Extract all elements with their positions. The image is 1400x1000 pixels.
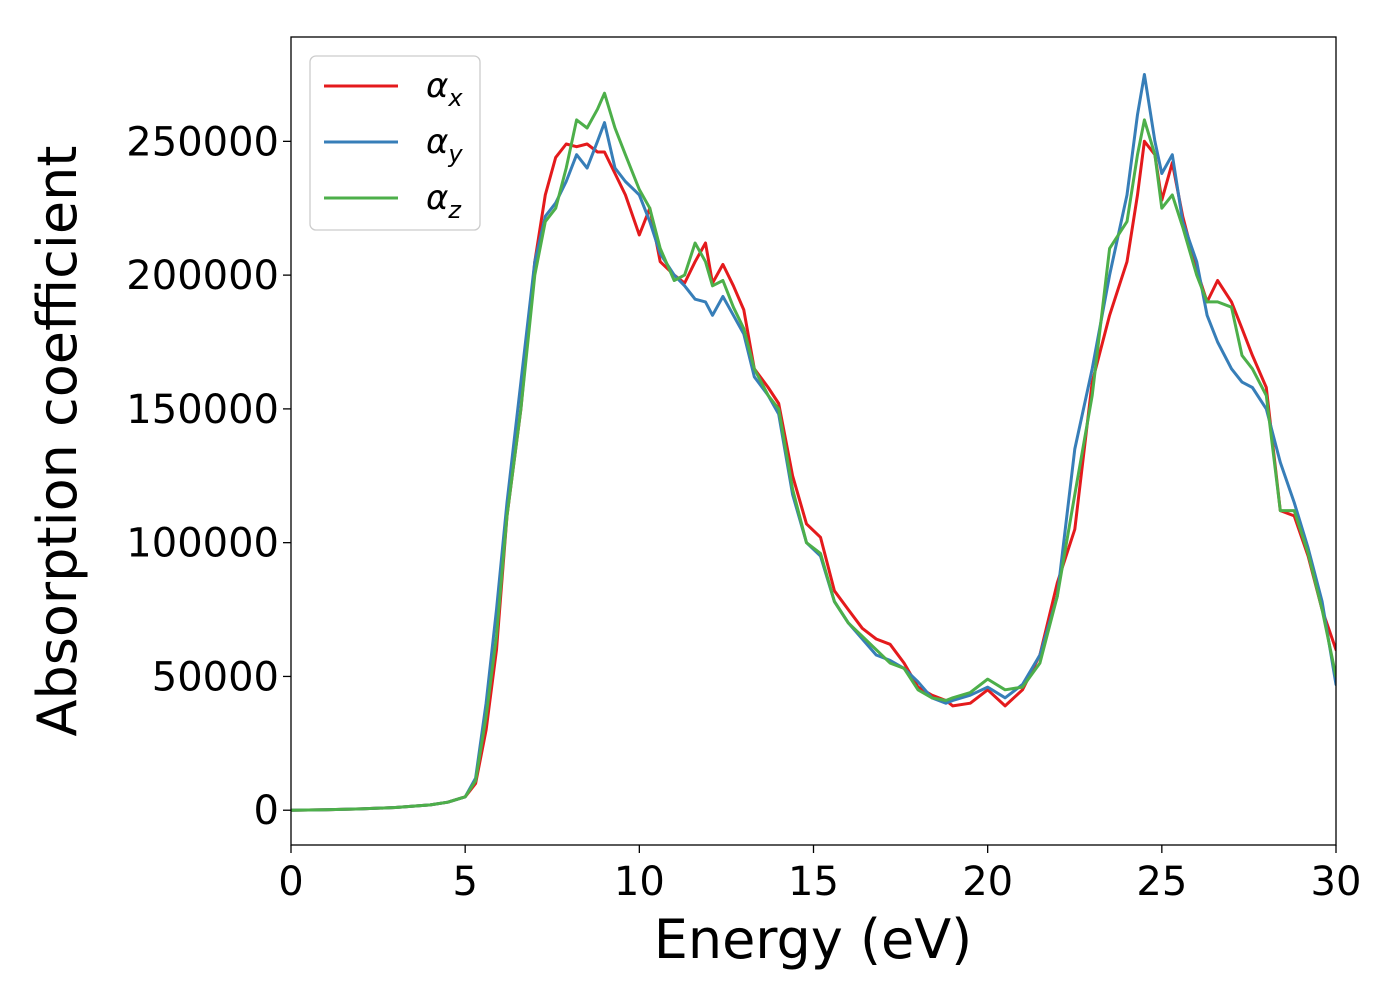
y-tick-label: 50000 — [152, 654, 279, 700]
x-tick-label: 25 — [1136, 859, 1187, 905]
y-tick-label: 250000 — [126, 119, 279, 165]
x-tick-label: 15 — [788, 859, 839, 905]
legend-label-y: αy — [426, 122, 463, 168]
x-axis: 0 5 10 15 20 25 30 — [278, 845, 1361, 905]
series-layer — [291, 73, 1336, 812]
x-tick-label: 0 — [278, 859, 303, 905]
series-line-x — [291, 139, 1336, 812]
y-tick-label: 200000 — [126, 253, 279, 299]
legend: αx αy αz — [309, 55, 481, 231]
series-line-z — [291, 91, 1336, 812]
x-tick-label: 5 — [452, 859, 477, 905]
x-tick-label: 10 — [614, 859, 665, 905]
x-tick-label: 30 — [1311, 859, 1362, 905]
x-tick-label: 20 — [962, 859, 1013, 905]
y-tick-label: 100000 — [126, 521, 279, 567]
y-tick-label: 150000 — [126, 387, 279, 433]
legend-label-z: αz — [426, 178, 462, 224]
y-axis: 0 50000 100000 150000 200000 250000 — [126, 119, 291, 834]
x-axis-title: Energy (eV) — [654, 908, 973, 971]
y-axis-title: Absorption coefficient — [26, 146, 89, 737]
y-tick-label: 0 — [254, 788, 279, 834]
legend-label-x: αx — [426, 66, 463, 112]
